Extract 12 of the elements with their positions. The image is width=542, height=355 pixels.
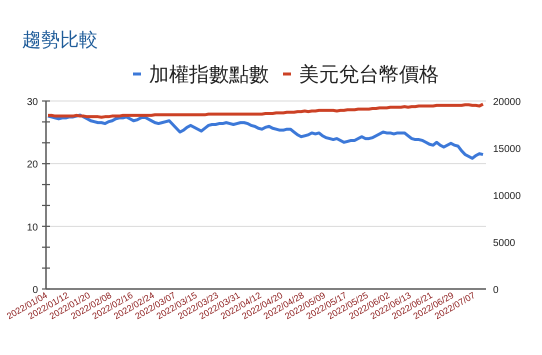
- y2tick: 15000: [493, 144, 521, 155]
- legend-label: 美元兌台幣價格: [299, 63, 439, 86]
- ytick: 10: [26, 222, 38, 234]
- ytick: 30: [26, 97, 38, 108]
- title: 趨勢比較: [22, 30, 98, 51]
- legend-label: 加權指數點數: [149, 64, 269, 86]
- y2tick: 10000: [493, 191, 521, 202]
- y2tick: 0: [493, 285, 499, 296]
- ytick: 0: [32, 285, 38, 296]
- y2tick: 5000: [493, 238, 516, 249]
- y2tick: 20000: [493, 97, 521, 108]
- ytick: 20: [26, 160, 38, 171]
